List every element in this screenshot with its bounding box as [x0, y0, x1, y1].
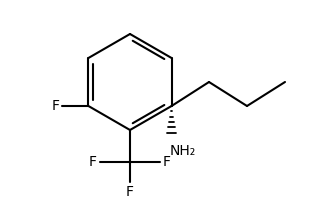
Text: F: F [126, 185, 134, 199]
Text: F: F [89, 155, 97, 169]
Text: F: F [163, 155, 171, 169]
Text: F: F [51, 99, 59, 113]
Text: NH₂: NH₂ [170, 144, 196, 158]
